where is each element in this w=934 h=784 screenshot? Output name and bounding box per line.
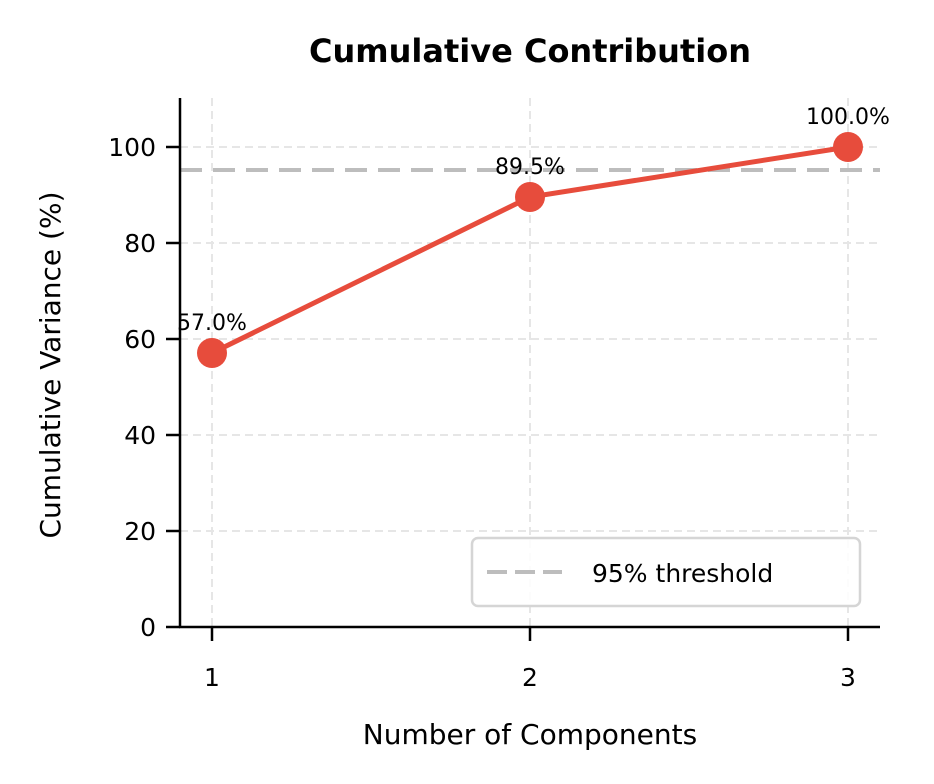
data-point	[197, 338, 227, 368]
chart-title: Cumulative Contribution	[309, 32, 751, 70]
x-axis-label: Number of Components	[363, 718, 697, 751]
point-annotation: 100.0%	[806, 105, 890, 130]
x-tick-label: 1	[204, 663, 220, 692]
y-tick-label: 0	[140, 613, 156, 642]
y-axis-label: Cumulative Variance (%)	[34, 191, 67, 538]
y-tick-label: 80	[124, 229, 156, 258]
point-annotation: 57.0%	[177, 311, 247, 336]
x-tick-label: 2	[522, 663, 538, 692]
point-annotation: 89.5%	[495, 155, 565, 180]
x-tick-label: 3	[840, 663, 856, 692]
y-tick-label: 60	[124, 325, 156, 354]
data-point	[833, 132, 863, 162]
y-tick-label: 100	[108, 133, 156, 162]
legend: 95% threshold	[470, 536, 862, 608]
y-tick-label: 40	[124, 421, 156, 450]
y-tick-label: 20	[124, 517, 156, 546]
legend-label: 95% threshold	[592, 559, 773, 588]
axes	[166, 98, 880, 641]
data-point	[515, 182, 545, 212]
